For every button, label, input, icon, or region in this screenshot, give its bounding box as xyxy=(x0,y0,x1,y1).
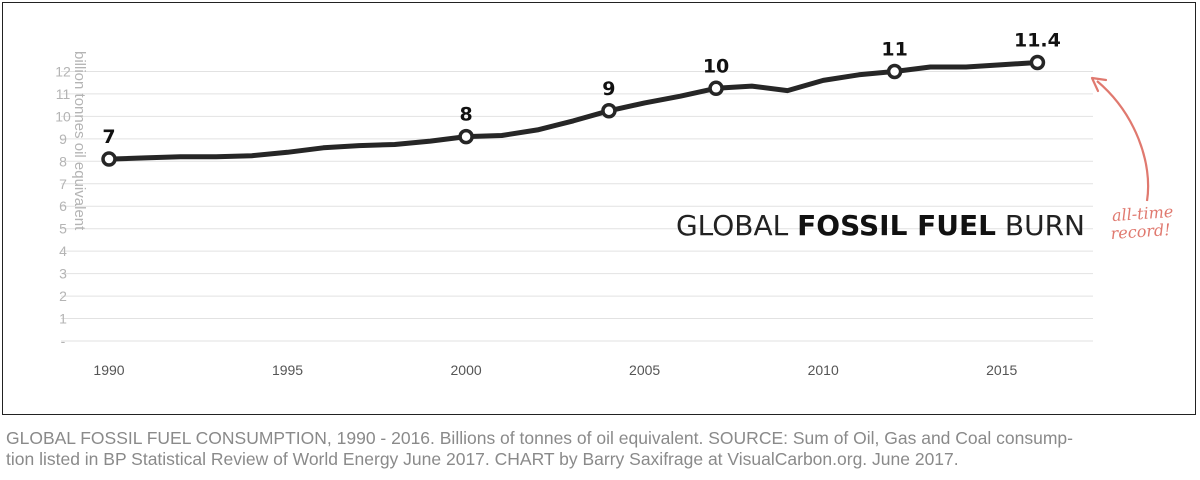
y-tick-label: 10 xyxy=(55,108,71,124)
y-tick-label: 8 xyxy=(59,153,67,169)
y-tick-label: 6 xyxy=(59,198,67,214)
title-part-2: FOSSIL FUEL xyxy=(797,209,996,242)
annotation-line-2: record! xyxy=(1110,220,1171,243)
x-tick-label: 2010 xyxy=(808,362,839,378)
y-tick-label: 11 xyxy=(56,86,71,102)
x-tick-label: 2005 xyxy=(629,362,660,378)
data-point-marker xyxy=(101,151,117,167)
data-labels: 7 8 9 10 11 11.4 xyxy=(102,29,1060,148)
record-annotation: all-time record! xyxy=(1090,76,1174,243)
data-label: 10 xyxy=(703,55,729,77)
y-tick-label: 2 xyxy=(59,288,67,304)
data-label: 7 xyxy=(102,126,115,148)
data-point-marker xyxy=(601,103,617,119)
annotation-arrowhead xyxy=(1090,76,1108,93)
y-tick-label: - xyxy=(61,333,66,349)
chart-caption: GLOBAL FOSSIL FUEL CONSUMPTION, 1990 - 2… xyxy=(6,428,1196,470)
caption-line-1: GLOBAL FOSSIL FUEL CONSUMPTION, 1990 - 2… xyxy=(6,428,1073,448)
data-label: 11 xyxy=(881,38,907,60)
x-axis-ticks: 1990 1995 2000 2005 2010 2015 xyxy=(93,362,1017,378)
title-part-1: GLOBAL xyxy=(676,209,797,242)
data-label: 11.4 xyxy=(1014,29,1061,51)
y-axis-label: billion tonnes oil equivalent xyxy=(71,51,88,231)
y-tick-label: 7 xyxy=(59,176,67,192)
data-markers xyxy=(101,54,1046,167)
data-point-marker xyxy=(458,128,474,145)
y-tick-label: 4 xyxy=(59,243,67,259)
fossil-fuel-series-line xyxy=(106,60,1040,162)
data-point-marker xyxy=(886,63,903,80)
y-tick-label: 3 xyxy=(59,266,67,282)
y-tick-label: 1 xyxy=(59,311,67,327)
x-tick-label: 1990 xyxy=(93,362,124,378)
annotation-arrow xyxy=(1096,80,1150,202)
data-point-marker xyxy=(1029,54,1046,71)
data-point-marker xyxy=(708,80,724,97)
data-label: 9 xyxy=(602,78,615,100)
caption-line-2: tion listed in BP Statistical Review of … xyxy=(6,449,959,469)
title-part-3: BURN xyxy=(996,209,1085,242)
chart-frame: -1 2 3 4 5 6 7 8 9 10 11 12 billion tonnes oil equi… xyxy=(2,2,1196,415)
gridlines xyxy=(61,70,1093,342)
x-tick-label: 2015 xyxy=(986,362,1017,378)
y-tick-label: 9 xyxy=(59,131,67,147)
annotation-line-1: all-time xyxy=(1111,202,1174,225)
x-tick-label: 1995 xyxy=(272,362,303,378)
x-tick-label: 2000 xyxy=(451,362,482,378)
y-tick-label: 5 xyxy=(59,221,67,237)
data-label: 8 xyxy=(459,104,472,126)
chart-title: GLOBAL FOSSIL FUEL BURN xyxy=(676,209,1085,242)
y-tick-label: 12 xyxy=(55,63,71,79)
